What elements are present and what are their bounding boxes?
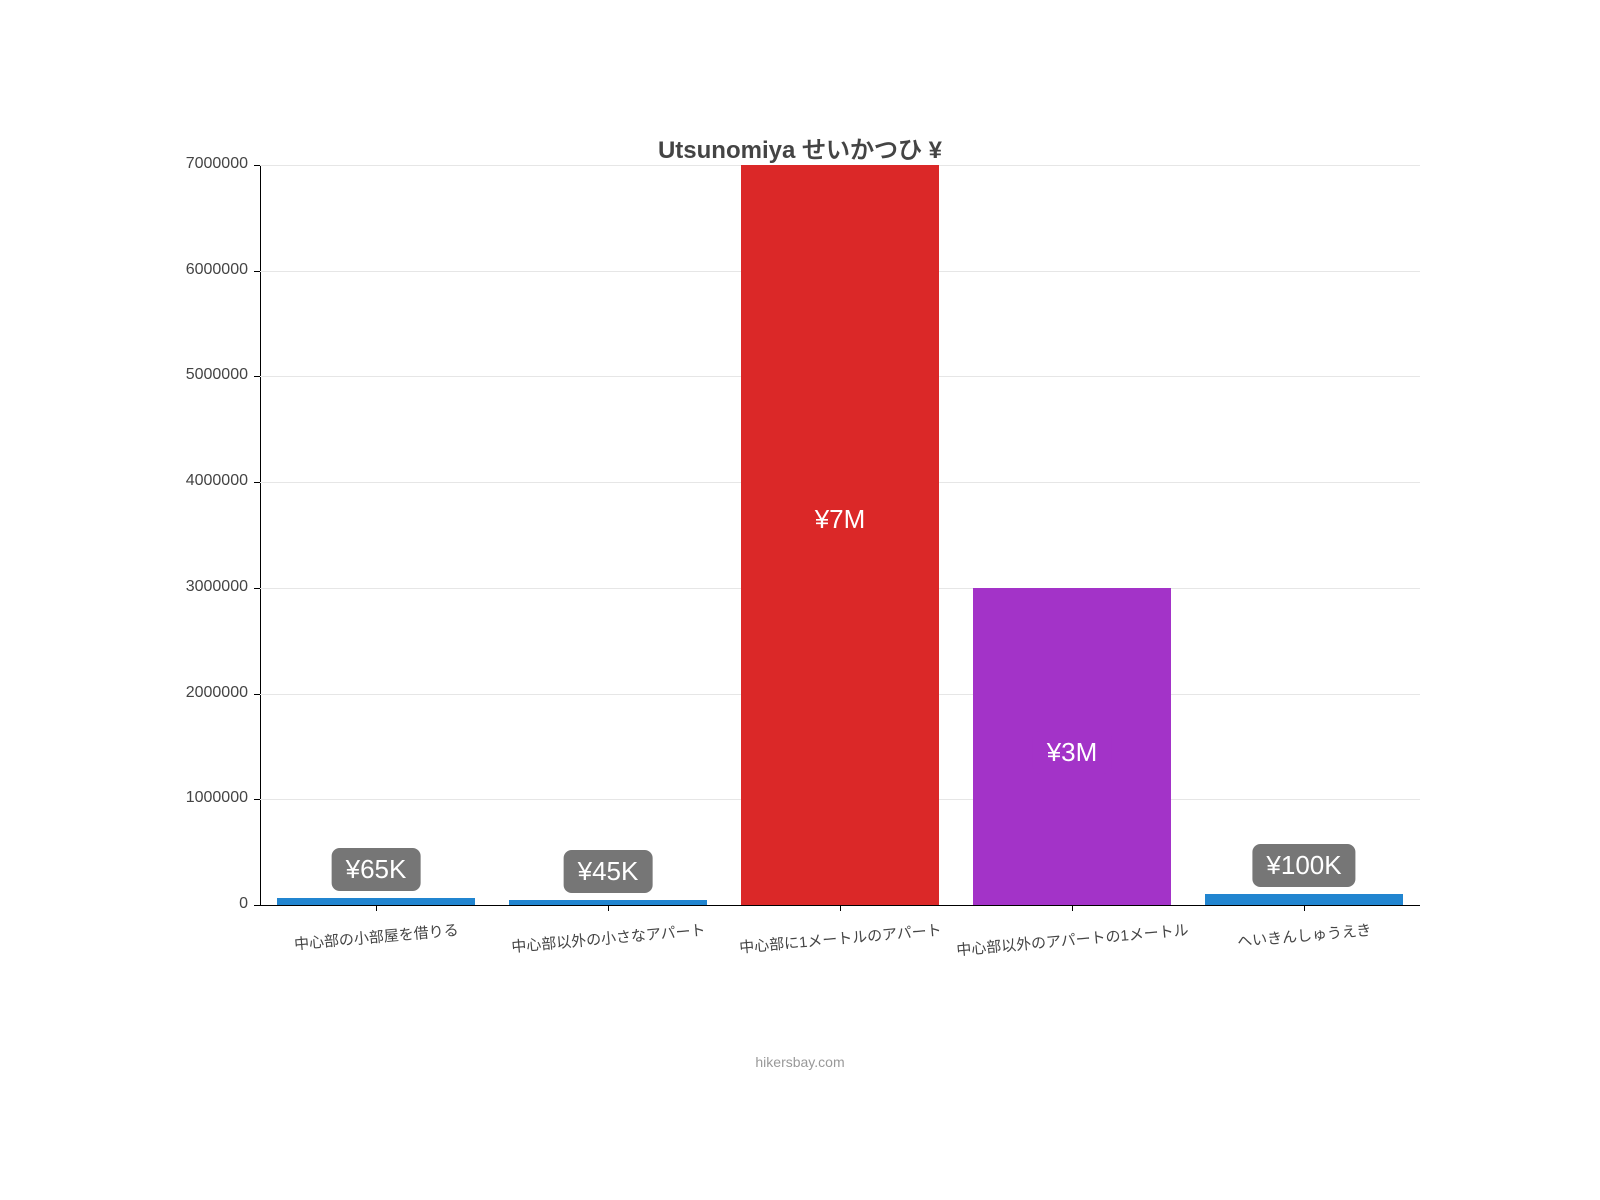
bar [1205, 894, 1402, 905]
chart-title: Utsunomiya せいかつひ ¥ [160, 130, 1440, 165]
value-badge: ¥3M [1033, 731, 1112, 774]
x-tick-label: へいきんしゅうえき [1236, 919, 1372, 952]
y-axis-line [260, 165, 261, 905]
chart-stage: Utsunomiya せいかつひ ¥ 010000002000000300000… [160, 120, 1440, 1080]
y-tick-mark [254, 905, 260, 906]
y-tick-label: 5000000 [158, 366, 248, 384]
value-badge: ¥100K [1252, 844, 1355, 887]
y-tick-label: 1000000 [158, 789, 248, 807]
plot-area: 0100000020000003000000400000050000006000… [260, 165, 1420, 905]
y-tick-label: 2000000 [158, 684, 248, 702]
value-badge: ¥65K [332, 848, 421, 891]
bar [277, 898, 474, 905]
x-tick-mark [608, 905, 609, 911]
chart-footer: hikersbay.com [160, 1054, 1440, 1070]
y-tick-mark [254, 588, 260, 589]
x-tick-label: 中心部の小部屋を借りる [293, 919, 459, 954]
y-tick-label: 0 [158, 895, 248, 913]
x-tick-mark [1072, 905, 1073, 911]
y-tick-mark [254, 799, 260, 800]
y-tick-mark [254, 376, 260, 377]
x-tick-mark [840, 905, 841, 911]
y-tick-label: 3000000 [158, 578, 248, 596]
x-tick-label: 中心部以外のアパートの1メートル [955, 919, 1189, 960]
x-tick-mark [1304, 905, 1305, 911]
y-tick-mark [254, 165, 260, 166]
y-tick-label: 6000000 [158, 261, 248, 279]
x-tick-mark [376, 905, 377, 911]
value-badge: ¥45K [564, 850, 653, 893]
x-tick-label: 中心部に1メートルのアパート [738, 919, 942, 958]
x-tick-label: 中心部以外の小さなアパート [510, 919, 706, 957]
y-tick-mark [254, 694, 260, 695]
y-tick-label: 7000000 [158, 155, 248, 173]
y-tick-mark [254, 482, 260, 483]
y-tick-label: 4000000 [158, 472, 248, 490]
y-tick-mark [254, 271, 260, 272]
value-badge: ¥7M [801, 498, 880, 541]
